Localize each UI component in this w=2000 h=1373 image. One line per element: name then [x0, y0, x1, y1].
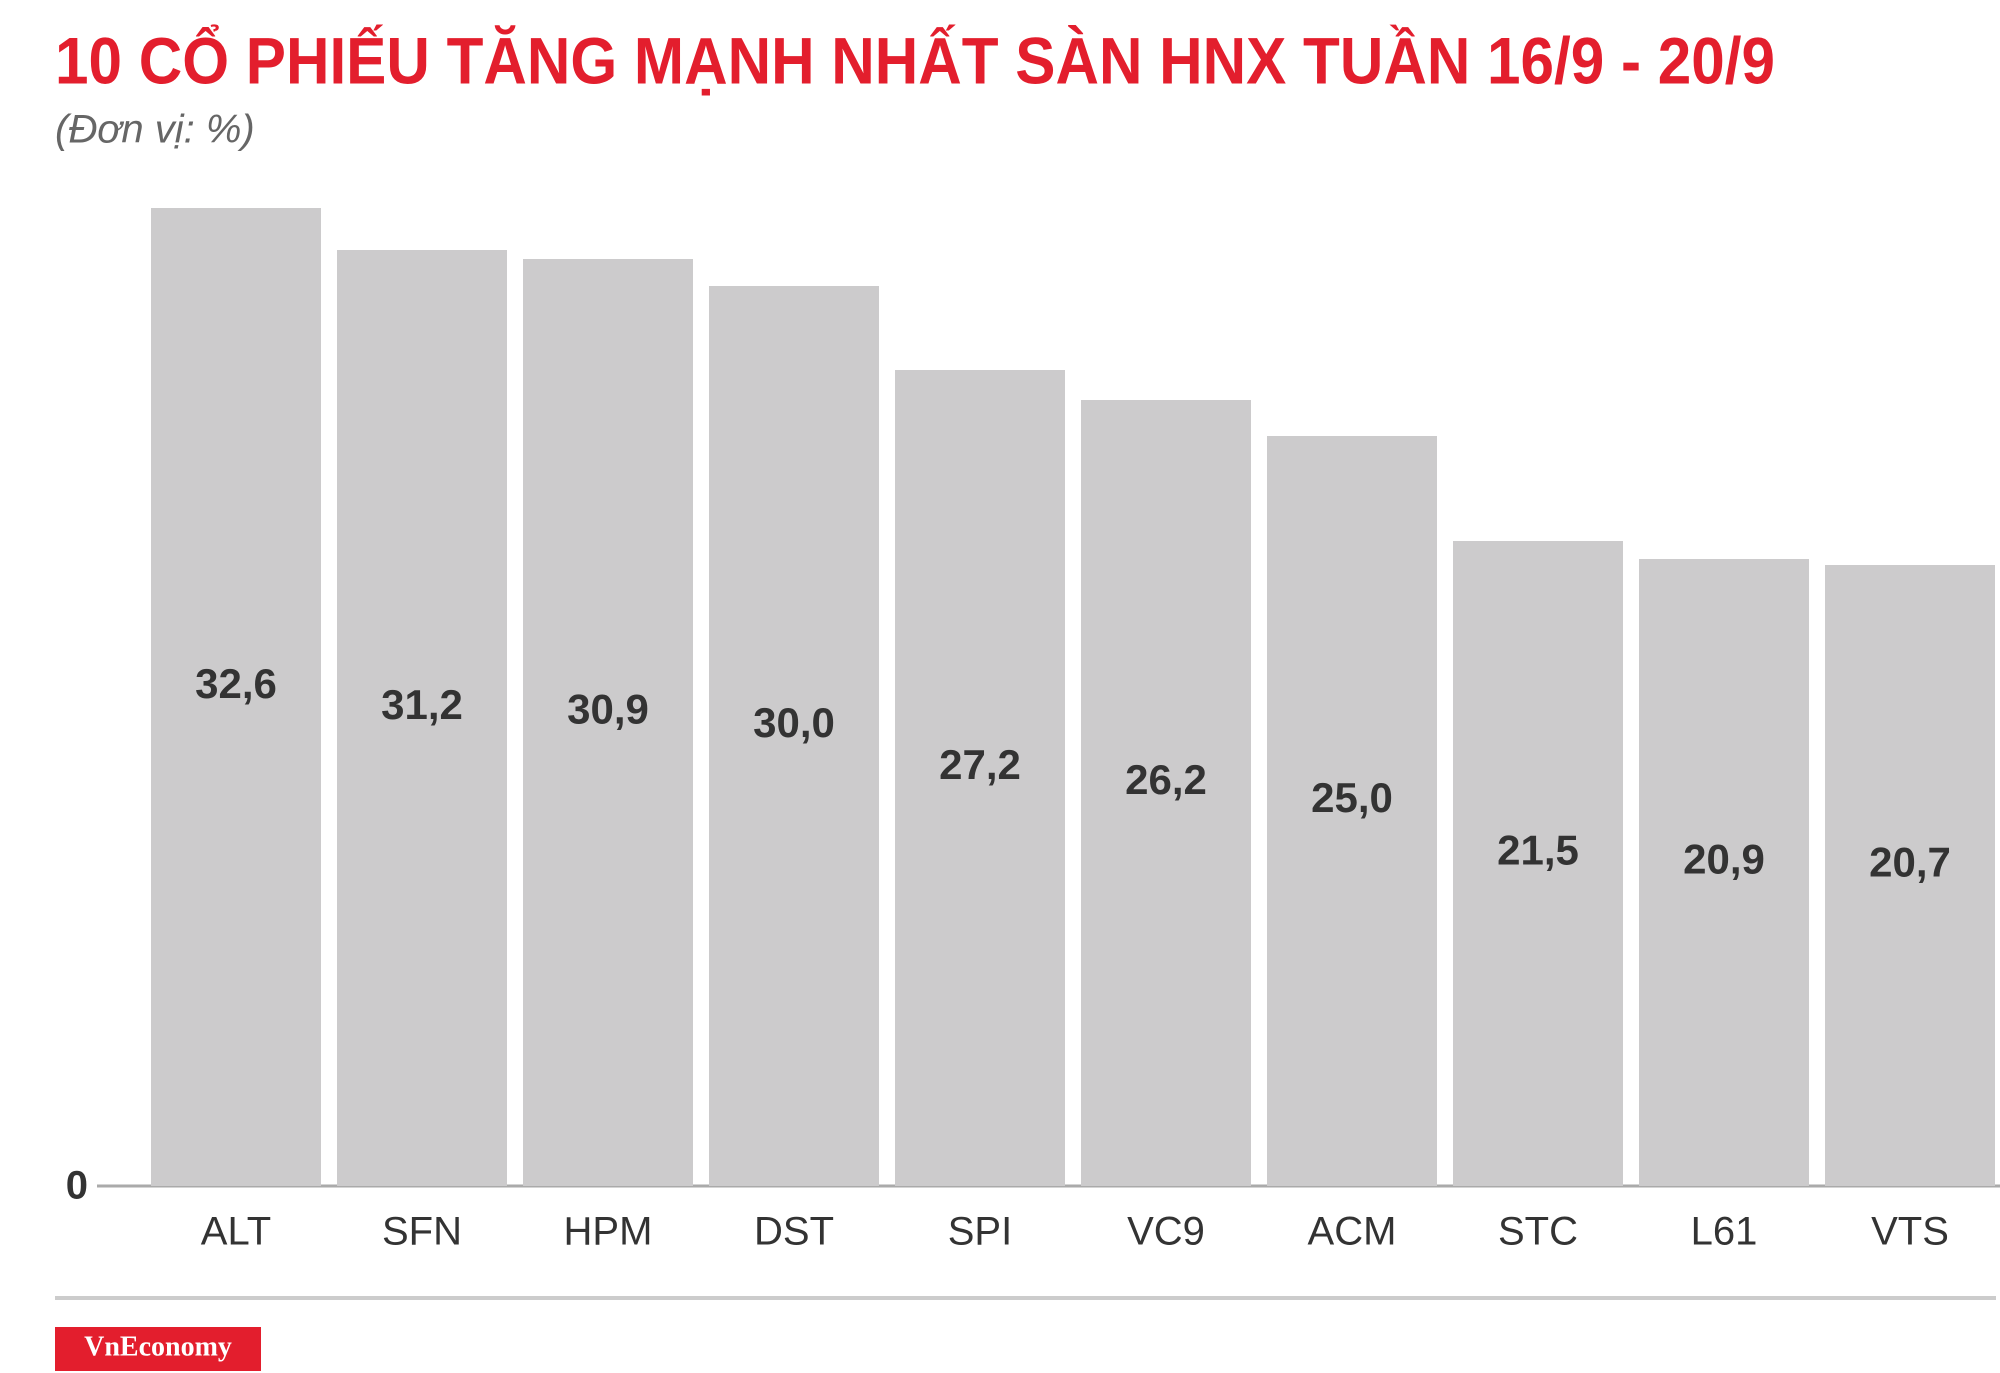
x-tick-label: L61 [1691, 1210, 1758, 1254]
x-tick-label: ALT [201, 1210, 271, 1254]
bar [151, 208, 321, 1186]
chart-title: 10 CỔ PHIẾU TĂNG MẠNH NHẤT SÀN HNX TUẦN … [55, 23, 1775, 97]
x-tick-label: VC9 [1127, 1210, 1205, 1254]
value-label: 21,5 [1497, 827, 1579, 874]
bar [1639, 559, 1809, 1186]
bar [1081, 400, 1251, 1186]
x-tick-label: SFN [382, 1210, 462, 1254]
x-tick-label: VTS [1871, 1210, 1949, 1254]
chart-subtitle: (Đơn vị: %) [55, 108, 255, 152]
x-tick-label: SPI [948, 1210, 1012, 1254]
x-tick-label: STC [1498, 1210, 1578, 1254]
value-label: 26,2 [1125, 756, 1207, 803]
value-label: 32,6 [195, 660, 277, 707]
x-tick-label: DST [754, 1210, 834, 1254]
x-tick-label: ACM [1308, 1210, 1397, 1254]
bar [337, 250, 507, 1186]
bar [1267, 436, 1437, 1186]
bar [1453, 541, 1623, 1186]
x-tick-label: HPM [564, 1210, 653, 1254]
value-label: 20,7 [1869, 839, 1951, 886]
logo-box [55, 1327, 261, 1371]
logo: VnEconomy [84, 1331, 232, 1362]
value-label: 30,9 [567, 686, 649, 733]
bar [895, 370, 1065, 1186]
y-tick-label: 0 [66, 1164, 88, 1208]
bar [709, 286, 879, 1186]
value-label: 25,0 [1311, 774, 1393, 821]
bar [1825, 565, 1995, 1186]
value-label: 30,0 [753, 699, 835, 746]
value-label: 27,2 [939, 741, 1021, 788]
value-label: 20,9 [1683, 836, 1765, 883]
value-label: 31,2 [381, 681, 463, 728]
bar [523, 259, 693, 1186]
